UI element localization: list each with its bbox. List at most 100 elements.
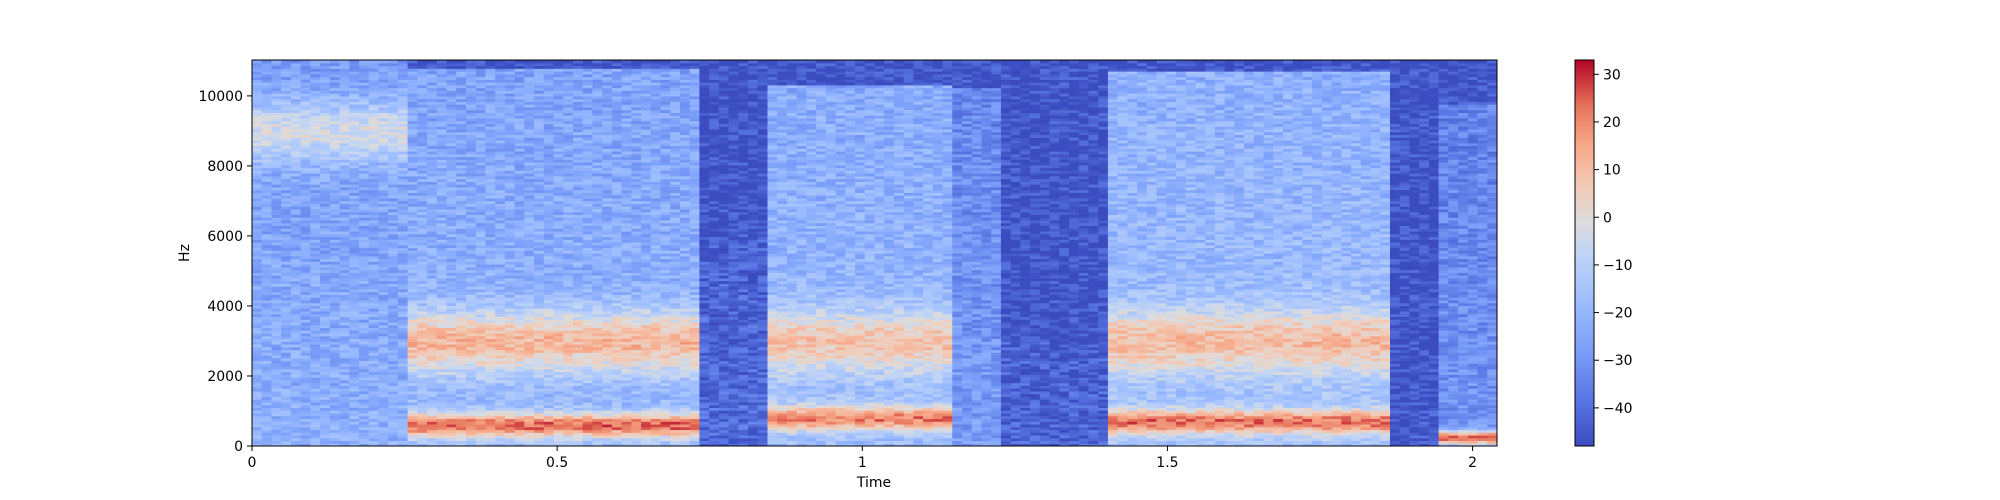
heatmap-cell (514, 134, 525, 138)
heatmap-cell (261, 137, 273, 141)
heatmap-cell (514, 219, 525, 224)
heatmap-cell (504, 410, 516, 414)
heatmap-cell (310, 145, 321, 149)
heatmap-cell (495, 382, 506, 386)
heatmap-cell (436, 310, 448, 315)
heatmap-cell (427, 101, 438, 105)
heatmap-cell (397, 250, 409, 254)
heatmap-cell (465, 184, 477, 188)
heatmap-cell (465, 150, 477, 155)
heatmap-cell (456, 106, 467, 111)
heatmap-cell (358, 412, 370, 417)
heatmap-cell (407, 269, 418, 273)
heatmap-cell (485, 186, 496, 191)
heatmap-cell (553, 357, 564, 362)
heatmap-cell (368, 396, 380, 400)
heatmap-cell (465, 396, 477, 400)
heatmap-cell (524, 258, 535, 262)
heatmap-cell (339, 363, 350, 367)
heatmap-cell (271, 173, 282, 177)
heatmap-cell (290, 93, 302, 97)
heatmap-cell (485, 117, 496, 122)
heatmap-cell (524, 429, 535, 433)
heatmap-cell (388, 181, 399, 185)
heatmap-cell (504, 239, 516, 243)
heatmap-cell (339, 275, 350, 279)
heatmap-cell (388, 426, 399, 431)
heatmap-cell (534, 352, 545, 356)
heatmap-cell (290, 145, 302, 149)
heatmap-cell (310, 305, 321, 309)
heatmap-cell (378, 429, 389, 433)
heatmap-cell (290, 421, 302, 425)
heatmap-cell (290, 82, 302, 86)
heatmap-cell (475, 148, 487, 152)
heatmap-cell (543, 255, 555, 260)
heatmap-cell (553, 73, 564, 78)
heatmap-cell (358, 264, 370, 268)
heatmap-cell (281, 219, 292, 224)
heatmap-cell (310, 288, 321, 293)
heatmap-cell (358, 360, 370, 364)
heatmap-cell (417, 374, 428, 378)
heatmap-cell (436, 159, 448, 163)
heatmap-cell (456, 415, 467, 420)
heatmap-cell (397, 208, 409, 213)
heatmap-cell (553, 352, 564, 356)
heatmap-cell (495, 68, 506, 72)
heatmap-cell (339, 178, 350, 182)
heatmap-cell (407, 332, 418, 337)
heatmap-cell (358, 313, 370, 318)
heatmap-cell (407, 330, 418, 334)
heatmap-cell (534, 349, 545, 353)
heatmap-cell (417, 440, 428, 444)
heatmap-cell (378, 440, 389, 444)
heatmap-cell (252, 175, 263, 180)
heatmap-cell (465, 280, 477, 284)
heatmap-cell (320, 377, 331, 381)
heatmap-cell (514, 423, 525, 428)
heatmap-cell (456, 60, 467, 64)
heatmap-cell (358, 371, 370, 375)
heatmap-cell (349, 410, 360, 414)
heatmap-cell (310, 192, 321, 196)
heatmap-cell (524, 93, 535, 97)
heatmap-cell (504, 393, 516, 397)
heatmap-cell (388, 261, 399, 265)
heatmap-cell (446, 291, 457, 295)
heatmap-cell (290, 131, 302, 136)
heatmap-cell (320, 142, 331, 147)
heatmap-cell (495, 426, 506, 431)
heatmap-cell (368, 156, 380, 160)
heatmap-cell (543, 429, 555, 433)
heatmap-cell (329, 236, 341, 240)
heatmap-cell (271, 297, 282, 301)
heatmap-cell (407, 349, 418, 353)
heatmap-cell (514, 117, 525, 122)
heatmap-cell (290, 115, 302, 119)
heatmap-cell (495, 164, 506, 169)
heatmap-cell (271, 241, 282, 246)
heatmap-cell (329, 71, 341, 75)
heatmap-cell (524, 426, 535, 431)
heatmap-cell (534, 153, 545, 158)
heatmap-cell (407, 399, 418, 403)
heatmap-cell (300, 371, 311, 375)
heatmap-cell (475, 308, 487, 312)
heatmap-cell (271, 197, 282, 202)
heatmap-cell (349, 236, 360, 240)
heatmap-cell (456, 418, 467, 422)
heatmap-cell (339, 341, 350, 345)
heatmap-cell (524, 195, 535, 199)
heatmap-cell (271, 71, 282, 75)
heatmap-cell (310, 208, 321, 213)
heatmap-cell (397, 230, 409, 235)
heatmap-cell (388, 377, 399, 381)
heatmap-cell (534, 319, 545, 323)
heatmap-cell (290, 253, 302, 257)
heatmap-cell (300, 286, 311, 290)
heatmap-cell (446, 355, 457, 359)
heatmap-cell (388, 73, 399, 78)
heatmap-cell (495, 156, 506, 160)
heatmap-cell (368, 115, 380, 119)
